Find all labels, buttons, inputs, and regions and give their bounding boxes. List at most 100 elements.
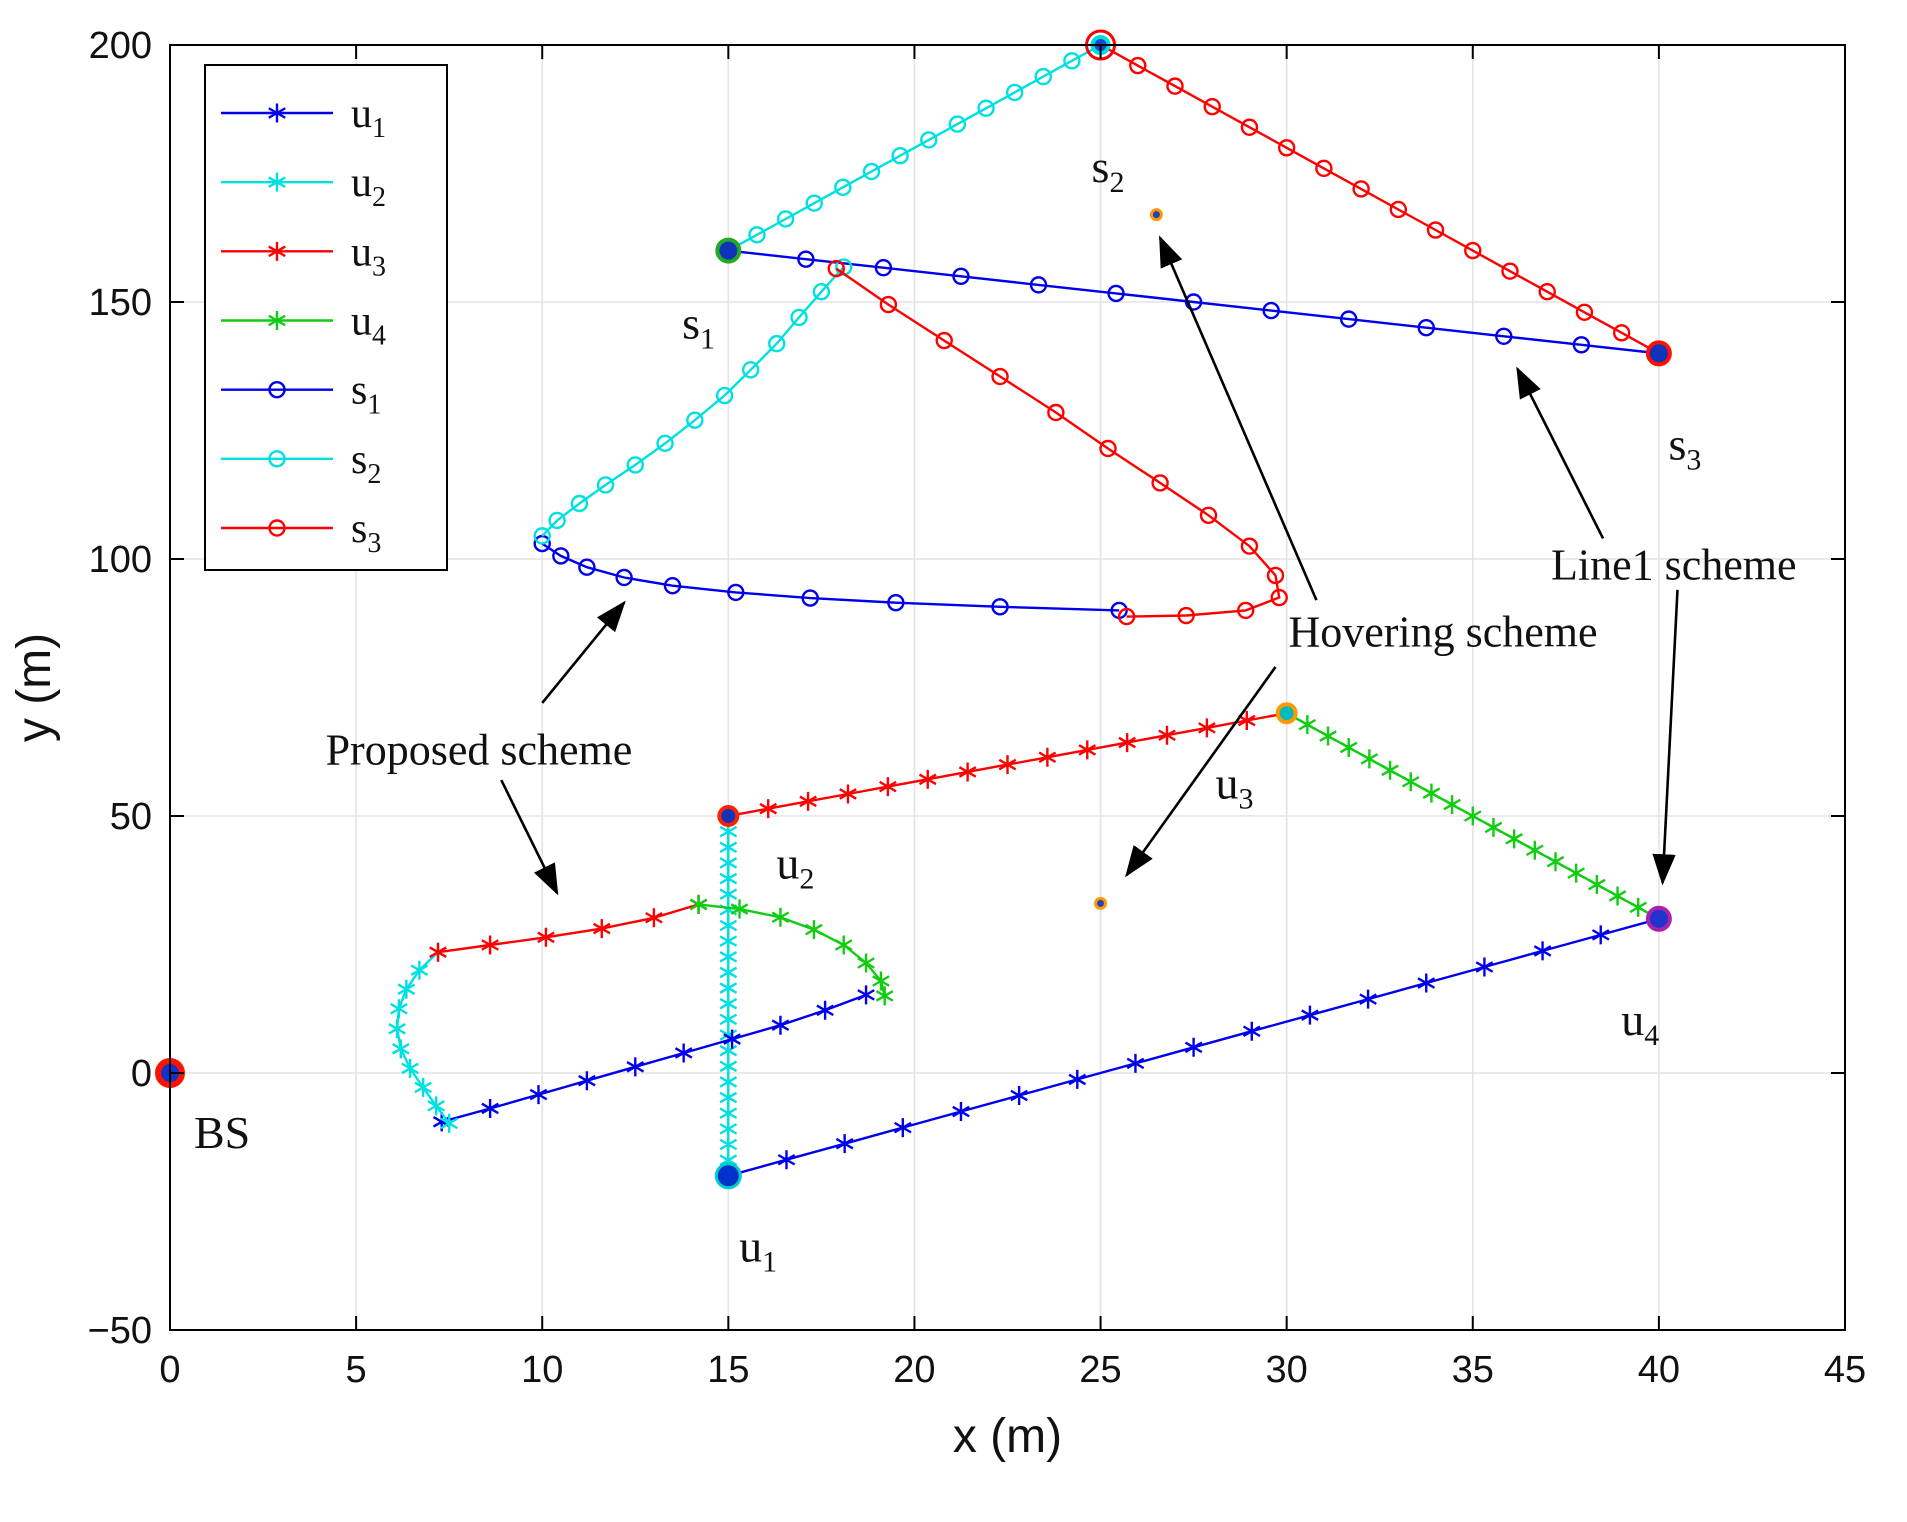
s3-proposed-scheme-marker (1199, 506, 1218, 525)
s2-proposed-scheme-marker (548, 511, 566, 530)
s1-proposed-scheme-line (541, 542, 1120, 612)
x-axis-label: x (m) (953, 1410, 1062, 1463)
s2-proposed-scheme-marker (715, 386, 734, 405)
u2-proposed-scheme-line (395, 951, 451, 1125)
s1-line1-scheme-marker (1340, 310, 1358, 328)
s2-line1-scheme-marker (748, 226, 766, 244)
s3-line1-scheme-marker (1352, 180, 1370, 198)
s1-proposed-scheme-marker (663, 577, 682, 595)
y-tick-label: 200 (89, 25, 152, 67)
u3-hover-node (1094, 896, 1108, 910)
annotation-arrows (500, 235, 1679, 896)
series (388, 36, 1668, 1186)
arrow-hovering-to-u3 (1125, 666, 1277, 878)
s3-line1-scheme-marker (1203, 97, 1221, 116)
s2-proposed-scheme-marker (812, 283, 831, 301)
s2-proposed-scheme-marker (570, 494, 589, 513)
s1-proposed-scheme-marker (615, 568, 633, 587)
s3-proposed-scheme-marker (879, 295, 898, 314)
u4-proposed-scheme-markers (689, 894, 894, 1006)
y-axis-label: y (m) (8, 633, 61, 742)
x-tick-label: 30 (1266, 1349, 1308, 1391)
s2-line1-scheme-marker (1005, 83, 1024, 102)
s3-proposed-scheme-marker (1266, 566, 1285, 585)
legend-box (204, 64, 448, 571)
bs-label: BS (194, 1107, 250, 1158)
x-tick-label: 15 (707, 1349, 749, 1391)
arrow-line1-to-u4 (1652, 589, 1679, 886)
s1-line1-scheme-marker (1495, 327, 1513, 345)
u4-proposed-scheme-line (698, 903, 886, 997)
series-u1-proposed-scheme (432, 985, 875, 1132)
s3-proposed-scheme-marker (1117, 607, 1136, 626)
s3-line1-scheme-marker (1575, 303, 1594, 321)
s3-proposed-scheme-marker (1099, 439, 1117, 458)
proposed-scheme-label: Proposed scheme (326, 726, 633, 775)
u1-proposed-scheme-markers (432, 985, 875, 1132)
s1-proposed-scheme-marker (991, 598, 1009, 616)
s3-line1-scheme-marker (1538, 283, 1556, 301)
s2-proposed-scheme-marker (626, 456, 644, 474)
s2-line1-scheme-marker (1034, 67, 1052, 86)
series-s3-proposed-scheme (827, 259, 1288, 626)
s2-proposed-scheme-marker (656, 434, 674, 453)
s3-proposed-scheme-marker (827, 259, 845, 278)
s2-line1-scheme-marker (805, 194, 823, 212)
s3-line1-scheme-marker (1166, 77, 1184, 95)
s1-proposed-scheme-marker (533, 534, 551, 553)
u1-proposed-scheme-line (441, 993, 867, 1123)
s1-proposed-scheme-marker (727, 583, 745, 602)
s2-proposed-scheme-marker (686, 411, 704, 429)
s1-line1-scheme-marker (797, 250, 815, 268)
arrow-proposed-to-u-path (500, 779, 559, 896)
s1-line1-scheme-marker (1417, 319, 1435, 337)
u2-node (717, 805, 740, 827)
s3-line1-scheme-marker (1240, 118, 1259, 136)
s3-proposed-scheme-marker (1237, 601, 1255, 620)
s1-proposed-scheme-marker (887, 593, 905, 612)
u3-proposed-scheme-line (437, 903, 699, 954)
s3-proposed-scheme-marker (935, 331, 953, 350)
x-tick-label: 0 (159, 1349, 180, 1391)
s3-proposed-scheme-marker (991, 367, 1009, 386)
y-tick-label: 50 (110, 796, 152, 838)
s1-line1-scheme-marker (874, 259, 893, 277)
s2-line1-scheme-marker (834, 178, 852, 197)
s1-line1-scheme-marker (952, 267, 970, 285)
series-s2-proposed-scheme (533, 258, 853, 545)
s3-line1-scheme-marker (1315, 159, 1333, 178)
s3-line1-scheme-line (1100, 43, 1660, 355)
legend-circle-marker-s2 (268, 450, 286, 468)
u2-label: u2 (776, 837, 814, 895)
x-tick-label: 40 (1638, 1349, 1680, 1391)
s3-proposed-scheme-marker (1240, 537, 1259, 555)
s2-line1-scheme-marker (891, 147, 909, 165)
s1-line1-scheme-marker (1184, 293, 1203, 311)
s2-line1-scheme-marker (862, 162, 881, 181)
s2-line1-scheme-marker (920, 131, 938, 149)
line1-scheme-label: Line1 scheme (1551, 541, 1797, 590)
y-tick-label: 150 (89, 282, 152, 324)
legend-asterisk-marker-u3 (268, 241, 286, 261)
x-tick-label: 10 (521, 1349, 563, 1391)
s1-line1-scheme-line (728, 249, 1660, 355)
x-tick-label: 5 (346, 1349, 367, 1391)
s3-line1-scheme-marker (1612, 324, 1631, 342)
s1-proposed-scheme-marker (801, 589, 819, 607)
hovering-scheme-label: Hovering scheme (1288, 607, 1597, 656)
s2-proposed-scheme-line (541, 266, 845, 537)
s1-line1-scheme-marker (1262, 301, 1280, 320)
u4-node (1645, 905, 1672, 932)
s2-line1-scheme-marker (776, 210, 795, 228)
s3-proposed-scheme-line (835, 267, 1281, 618)
y-tick-label: 0 (131, 1053, 152, 1095)
y-tick-label: −50 (88, 1310, 152, 1352)
s3-proposed-scheme-marker (1151, 474, 1169, 492)
legend-circle-marker-s1 (268, 380, 286, 399)
series-s1-proposed-scheme (533, 534, 1128, 620)
s2-line1-scheme-marker (948, 115, 967, 133)
arrow-line1-to-s1-line (1516, 366, 1605, 540)
s2-proposed-scheme-marker (790, 308, 808, 327)
